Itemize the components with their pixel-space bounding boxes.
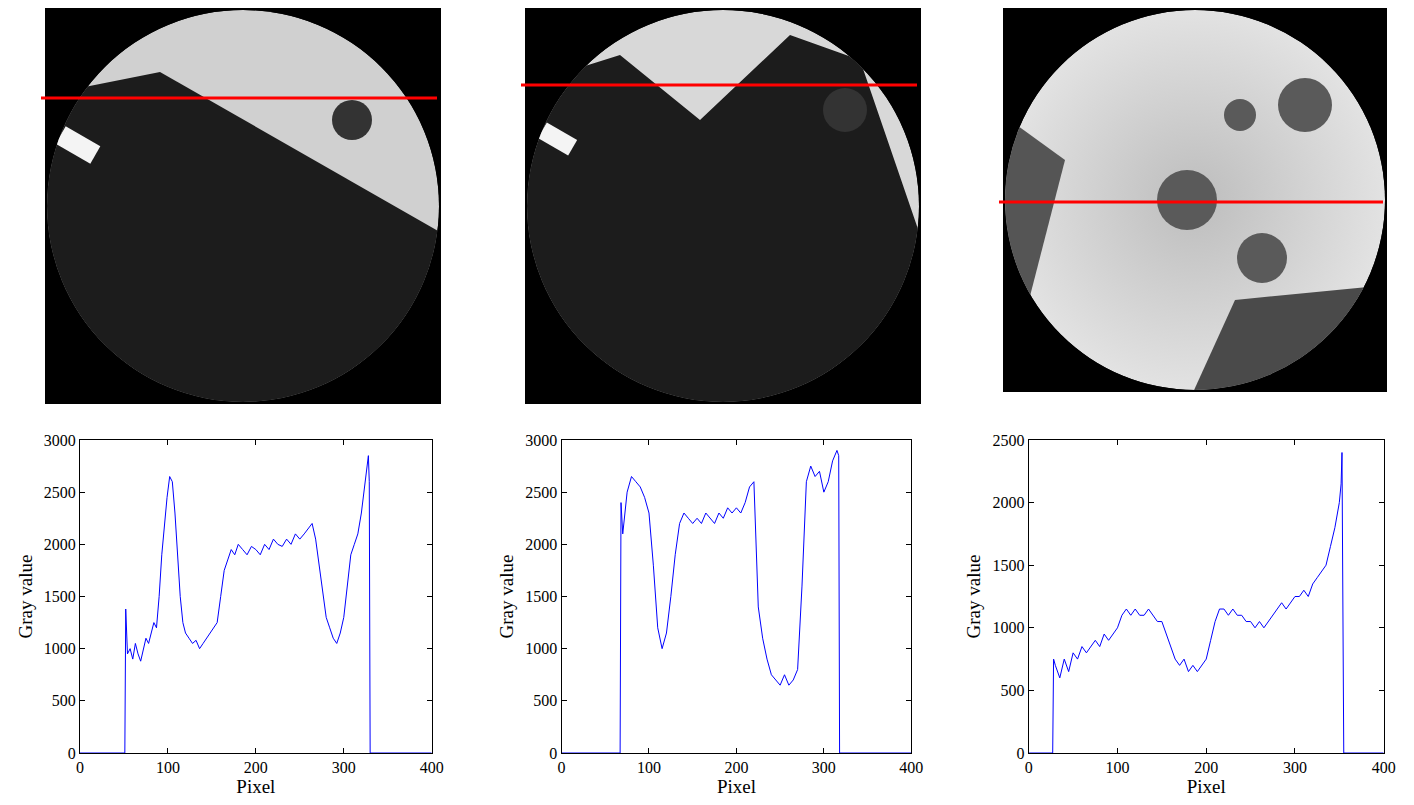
svg-text:100: 100 bbox=[1105, 759, 1129, 776]
svg-text:2000: 2000 bbox=[525, 536, 557, 553]
svg-text:1000: 1000 bbox=[525, 640, 557, 657]
svg-text:Pixel: Pixel bbox=[1187, 776, 1226, 797]
svg-text:400: 400 bbox=[899, 759, 923, 776]
svg-text:0: 0 bbox=[1017, 745, 1025, 762]
svg-text:300: 300 bbox=[812, 759, 836, 776]
svg-text:2500: 2500 bbox=[993, 432, 1025, 449]
svg-text:3000: 3000 bbox=[525, 432, 557, 449]
svg-text:0: 0 bbox=[68, 745, 76, 762]
svg-text:2000: 2000 bbox=[993, 494, 1025, 511]
svg-text:1500: 1500 bbox=[993, 557, 1025, 574]
svg-text:1500: 1500 bbox=[44, 588, 76, 605]
svg-text:500: 500 bbox=[52, 692, 76, 709]
svg-text:2500: 2500 bbox=[44, 484, 76, 501]
svg-text:Gray value: Gray value bbox=[496, 555, 517, 639]
svg-text:100: 100 bbox=[637, 759, 661, 776]
svg-text:500: 500 bbox=[1001, 682, 1025, 699]
svg-text:100: 100 bbox=[156, 759, 180, 776]
svg-text:1000: 1000 bbox=[44, 640, 76, 657]
svg-text:2500: 2500 bbox=[525, 484, 557, 501]
svg-text:200: 200 bbox=[1194, 759, 1218, 776]
svg-text:400: 400 bbox=[1372, 759, 1396, 776]
svg-text:0: 0 bbox=[558, 759, 566, 776]
svg-text:2000: 2000 bbox=[44, 536, 76, 553]
svg-text:0: 0 bbox=[76, 759, 84, 776]
svg-text:0: 0 bbox=[549, 745, 557, 762]
svg-text:200: 200 bbox=[724, 759, 748, 776]
svg-text:3000: 3000 bbox=[44, 432, 76, 449]
svg-text:1500: 1500 bbox=[525, 588, 557, 605]
svg-text:Pixel: Pixel bbox=[236, 776, 275, 797]
svg-text:Pixel: Pixel bbox=[717, 776, 756, 797]
svg-text:Gray value: Gray value bbox=[15, 555, 36, 639]
svg-text:400: 400 bbox=[420, 759, 444, 776]
svg-text:300: 300 bbox=[1283, 759, 1307, 776]
svg-text:300: 300 bbox=[332, 759, 356, 776]
svg-text:200: 200 bbox=[244, 759, 268, 776]
svg-text:0: 0 bbox=[1025, 759, 1033, 776]
svg-text:Gray value: Gray value bbox=[963, 555, 984, 639]
svg-text:1000: 1000 bbox=[993, 619, 1025, 636]
svg-text:500: 500 bbox=[533, 692, 557, 709]
